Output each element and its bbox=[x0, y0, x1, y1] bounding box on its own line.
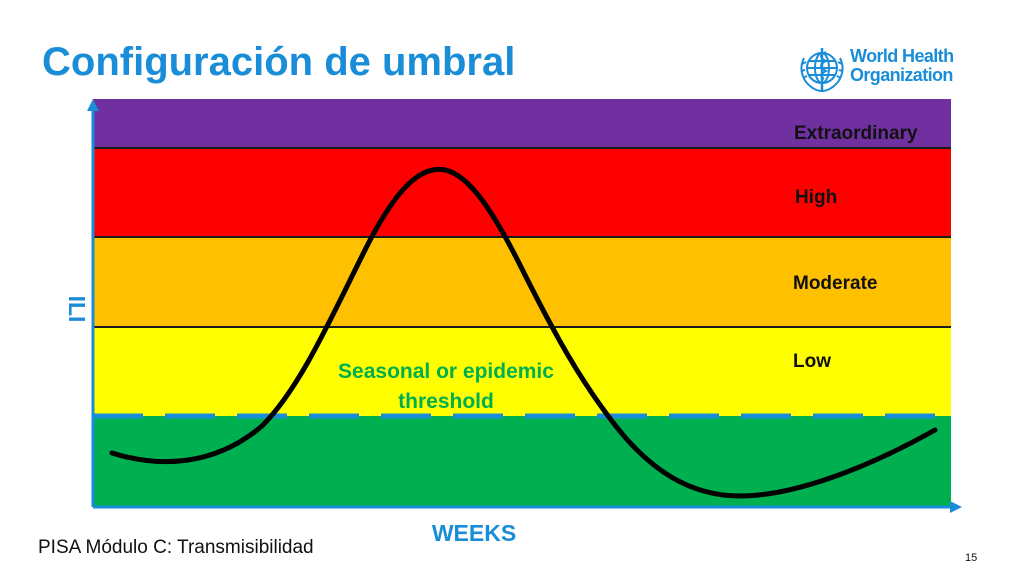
y-axis-arrow-icon bbox=[87, 99, 99, 111]
who-logo: World Health Organization bbox=[796, 44, 956, 96]
who-logo-line1: World Health bbox=[850, 46, 954, 66]
x-axis-arrow-icon bbox=[950, 501, 962, 513]
page-number: 15 bbox=[965, 552, 978, 564]
who-logo-text: World Health Organization bbox=[850, 46, 954, 85]
band-label-extraordinary: Extraordinary bbox=[794, 123, 918, 144]
x-axis-label: WEEKS bbox=[432, 520, 516, 546]
band-label-low: Low bbox=[793, 351, 831, 372]
slide-title: Configuración de umbral bbox=[42, 40, 516, 84]
who-logo-line2: Organization bbox=[850, 65, 953, 85]
band-label-high: High bbox=[795, 187, 837, 208]
footer-text: PISA Módulo C: Transmisibilidad bbox=[38, 537, 314, 558]
band-moderate bbox=[93, 237, 951, 327]
who-emblem-icon bbox=[800, 48, 844, 93]
threshold-label-line2: threshold bbox=[398, 390, 494, 413]
y-axis-label: ILI bbox=[64, 296, 90, 323]
band-low bbox=[93, 327, 951, 416]
ili-curve bbox=[109, 166, 938, 499]
threshold-label-line1: Seasonal or epidemic bbox=[338, 360, 554, 383]
band-label-moderate: Moderate bbox=[793, 273, 877, 294]
band-extraordinary bbox=[93, 99, 951, 148]
band-below-threshold bbox=[93, 416, 951, 507]
band-high bbox=[93, 148, 951, 237]
